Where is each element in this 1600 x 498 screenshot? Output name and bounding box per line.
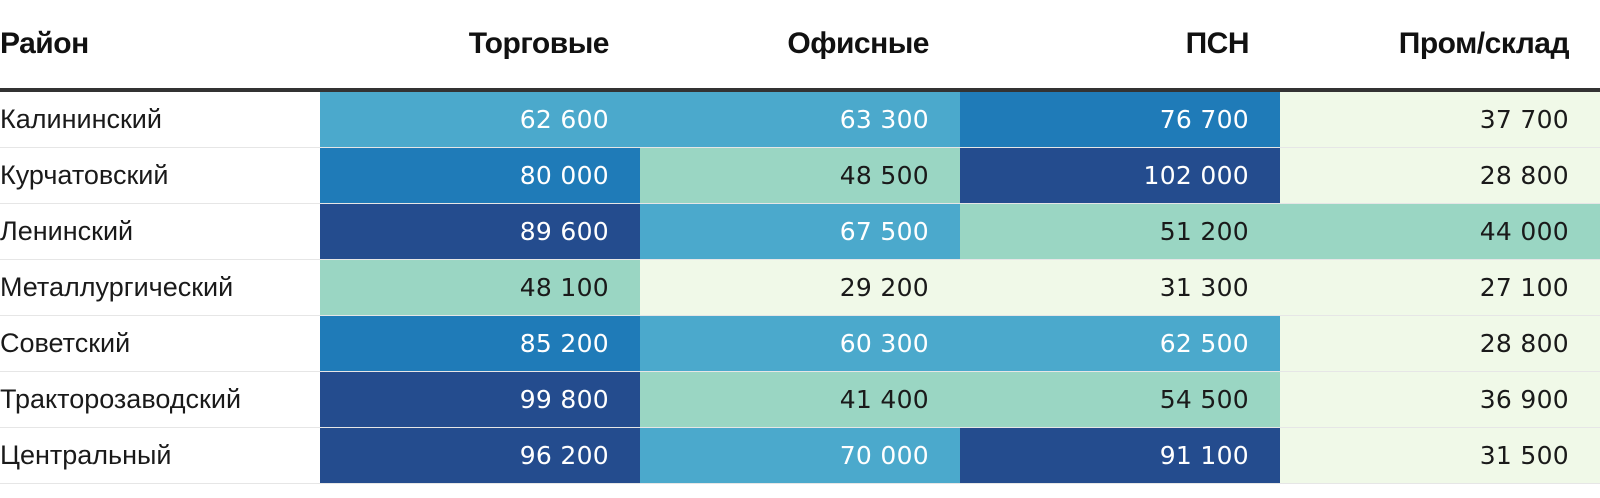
heatmap-cell: 89 600 — [320, 203, 640, 260]
table-row: Советский 85 200 60 300 62 500 28 800 — [0, 315, 1600, 372]
heatmap-cell: 62 600 — [320, 90, 640, 148]
heatmap-cell: 96 200 — [320, 427, 640, 484]
heatmap-cell: 80 000 — [320, 147, 640, 204]
heatmap-cell: 67 500 — [640, 203, 960, 260]
heatmap-cell: 37 700 — [1280, 90, 1600, 148]
row-label: Калининский — [0, 90, 320, 148]
heatmap-cell: 76 700 — [960, 90, 1280, 148]
heatmap-cell: 36 900 — [1280, 371, 1600, 428]
heatmap-cell: 62 500 — [960, 315, 1280, 372]
heatmap-table: Район Торговые Офисные ПСН Пром/склад Калин… — [0, 0, 1600, 484]
row-label: Металлургический — [0, 259, 320, 316]
heatmap-cell: 28 800 — [1280, 315, 1600, 372]
heatmap-cell: 48 500 — [640, 147, 960, 204]
row-label: Курчатовский — [0, 147, 320, 204]
heatmap-cell: 60 300 — [640, 315, 960, 372]
heatmap-cell: 28 800 — [1280, 147, 1600, 204]
heatmap-cell: 70 000 — [640, 427, 960, 484]
heatmap-cell: 27 100 — [1280, 259, 1600, 316]
table-row: Калининский 62 600 63 300 76 700 37 700 — [0, 90, 1600, 148]
heatmap-cell: 41 400 — [640, 371, 960, 428]
heatmap-cell: 29 200 — [640, 259, 960, 316]
table-row: Металлургический 48 100 29 200 31 300 27 100 — [0, 259, 1600, 316]
row-label: Ленинский — [0, 203, 320, 260]
row-label: Советский — [0, 315, 320, 372]
table-row: Курчатовский 80 000 48 500 102 000 28 800 — [0, 147, 1600, 204]
heatmap-cell: 31 500 — [1280, 427, 1600, 484]
heatmap-cell: 54 500 — [960, 371, 1280, 428]
column-header-district: Район — [0, 0, 320, 92]
table-row: Тракторозаводский 99 800 41 400 54 500 36 90… — [0, 371, 1600, 428]
table-body: Калининский 62 600 63 300 76 700 37 700 Курча… — [0, 90, 1600, 484]
column-header-1: Торговые — [320, 0, 640, 92]
heatmap-cell: 44 000 — [1280, 203, 1600, 260]
column-header-4: Пром/склад — [1280, 0, 1600, 92]
column-header-2: Офисные — [640, 0, 960, 92]
heatmap-cell: 63 300 — [640, 90, 960, 148]
heatmap-cell: 85 200 — [320, 315, 640, 372]
heatmap-cell: 51 200 — [960, 203, 1280, 260]
row-label: Тракторозаводский — [0, 371, 320, 428]
heatmap-cell: 48 100 — [320, 259, 640, 316]
heatmap-cell: 91 100 — [960, 427, 1280, 484]
table-row: Ленинский 89 600 67 500 51 200 44 000 — [0, 203, 1600, 260]
table-row: Центральный 96 200 70 000 91 100 31 500 — [0, 427, 1600, 484]
table-header: Район Торговые Офисные ПСН Пром/склад — [0, 0, 1600, 92]
row-label: Центральный — [0, 427, 320, 484]
header-row: Район Торговые Офисные ПСН Пром/склад — [0, 0, 1600, 92]
heatmap-cell: 102 000 — [960, 147, 1280, 204]
heatmap-cell: 31 300 — [960, 259, 1280, 316]
column-header-3: ПСН — [960, 0, 1280, 92]
heatmap-cell: 99 800 — [320, 371, 640, 428]
